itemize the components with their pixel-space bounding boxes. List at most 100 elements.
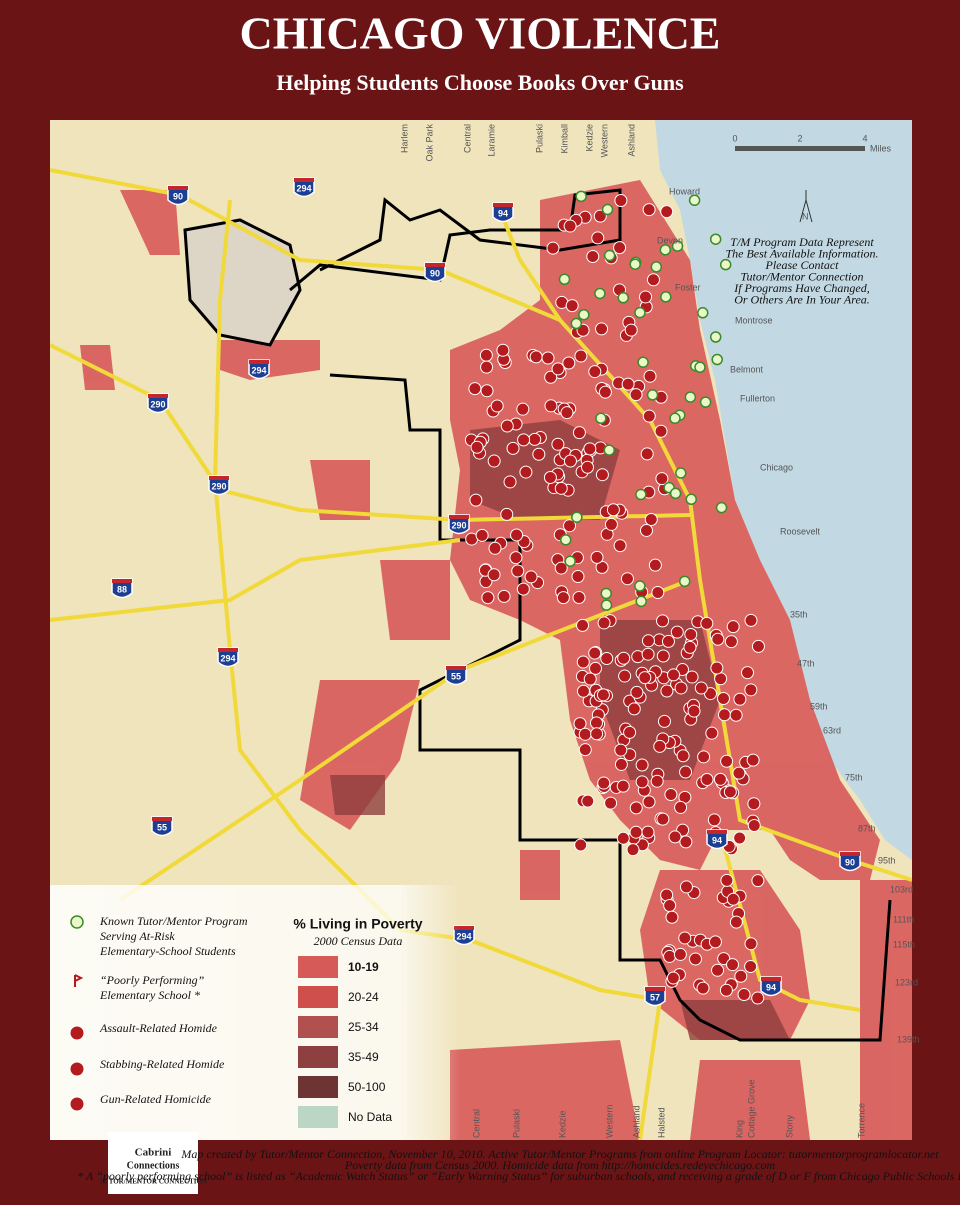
homicide-marker bbox=[716, 691, 730, 705]
legend-icon bbox=[69, 1061, 85, 1077]
street-label: Central bbox=[462, 124, 472, 153]
homicide-marker bbox=[590, 550, 604, 564]
program-marker bbox=[685, 493, 697, 506]
highway-number: 294 bbox=[456, 931, 471, 941]
city-boundary bbox=[289, 188, 892, 1042]
homicide-marker bbox=[674, 681, 688, 695]
highway-shield bbox=[111, 578, 133, 599]
highway-shield-band bbox=[707, 830, 727, 834]
highway-shield bbox=[839, 851, 861, 872]
highway-shield-band bbox=[761, 977, 781, 981]
homicide-marker bbox=[737, 987, 751, 1001]
homicide-marker bbox=[655, 472, 669, 486]
program-marker bbox=[709, 233, 722, 245]
legend-icon bbox=[69, 1025, 85, 1041]
highway-number: 294 bbox=[220, 653, 235, 663]
homicide-marker bbox=[597, 776, 611, 790]
street-label: Kedzie bbox=[557, 1110, 567, 1138]
homicide-marker bbox=[554, 561, 568, 575]
highway-shield bbox=[424, 262, 446, 283]
homicide-marker bbox=[732, 766, 746, 780]
homicide-marker bbox=[644, 512, 658, 526]
homicide-marker bbox=[713, 772, 727, 786]
highway-shield-band bbox=[449, 515, 469, 519]
homicide-marker bbox=[667, 668, 681, 682]
homicide-marker bbox=[596, 688, 610, 702]
legend-label: Serving At-Risk bbox=[100, 929, 175, 943]
homicide-marker bbox=[503, 475, 517, 489]
homicide-marker bbox=[496, 343, 510, 357]
homicide-marker bbox=[697, 750, 711, 764]
highway-shield bbox=[208, 475, 230, 496]
logo-text: TUTOR/MENTOR CONNECTION bbox=[99, 1178, 207, 1186]
homicide-marker bbox=[660, 205, 674, 219]
homicide-marker bbox=[591, 231, 605, 245]
highway-shield bbox=[445, 665, 467, 686]
street-label: 35th bbox=[790, 609, 808, 619]
homicide-marker bbox=[687, 704, 701, 718]
homicide-marker bbox=[679, 765, 693, 779]
street-label: 139th bbox=[897, 1034, 920, 1044]
legend-icon bbox=[69, 1096, 85, 1112]
highway-shield bbox=[706, 829, 728, 850]
street-label: Foster bbox=[675, 282, 701, 292]
title: CHICAGO VIOLENCE bbox=[240, 8, 721, 59]
highway-shield-band bbox=[493, 203, 513, 207]
homicide-marker bbox=[604, 796, 618, 810]
homicide-marker bbox=[666, 971, 680, 985]
homicide-marker bbox=[600, 652, 614, 666]
highway-number: 90 bbox=[845, 857, 855, 867]
homicide-marker bbox=[629, 825, 643, 839]
homicide-marker bbox=[588, 646, 602, 660]
homicide-marker bbox=[676, 749, 690, 763]
poverty-subtitle: 2000 Census Data bbox=[314, 934, 403, 948]
legend-icon bbox=[70, 915, 84, 929]
highway-number: 290 bbox=[150, 399, 165, 409]
poverty-class: 10-19 bbox=[348, 960, 379, 974]
program-marker bbox=[669, 412, 681, 425]
homicide-marker bbox=[563, 454, 577, 468]
poverty-swatch bbox=[298, 1046, 338, 1068]
homicide-marker bbox=[500, 419, 514, 433]
highway-shield-band bbox=[218, 648, 238, 652]
poverty-swatch bbox=[298, 956, 338, 978]
poverty-swatch bbox=[298, 1076, 338, 1098]
legend-label: Known Tutor/Mentor Program bbox=[99, 914, 248, 928]
street-label: Oak Park bbox=[424, 124, 434, 162]
legend-label: “Poorly Performing” bbox=[100, 973, 205, 987]
homicide-marker bbox=[532, 447, 546, 461]
homicide-marker bbox=[613, 539, 627, 553]
homicide-marker bbox=[475, 528, 489, 542]
street-label: Harlem bbox=[399, 124, 409, 153]
street-label: Devon bbox=[657, 235, 683, 245]
homicide-marker bbox=[617, 651, 631, 665]
homicide-marker bbox=[595, 468, 609, 482]
highway-number: 55 bbox=[451, 671, 461, 681]
street-label: Central bbox=[471, 1109, 481, 1138]
highway-shield-band bbox=[209, 476, 229, 480]
homicide-marker bbox=[563, 219, 577, 233]
poverty-swatch bbox=[298, 1106, 338, 1128]
highway-number: 94 bbox=[766, 982, 776, 992]
homicide-marker bbox=[544, 399, 558, 413]
program-marker bbox=[578, 308, 590, 321]
homicide-marker bbox=[670, 625, 684, 639]
homicide-marker bbox=[574, 838, 588, 852]
program-marker bbox=[684, 391, 697, 403]
homicide-marker bbox=[500, 507, 514, 521]
street-label: 47th bbox=[797, 658, 815, 668]
program-marker bbox=[564, 555, 576, 567]
homicide-marker bbox=[696, 981, 710, 995]
note-line: Tutor/Mentor Connection bbox=[741, 269, 864, 283]
homicide-marker bbox=[468, 382, 482, 396]
program-marker bbox=[675, 467, 687, 479]
street-label: Belmont bbox=[730, 364, 764, 374]
homicide-marker bbox=[641, 634, 655, 648]
logo-text: Cabrini bbox=[135, 1147, 172, 1159]
homicide-marker bbox=[651, 585, 665, 599]
scale-unit: Miles bbox=[870, 143, 892, 153]
street-label: Chicago bbox=[760, 462, 793, 472]
street-label: Ashland bbox=[626, 124, 636, 157]
homicide-marker bbox=[641, 825, 655, 839]
homicide-marker bbox=[613, 241, 627, 255]
